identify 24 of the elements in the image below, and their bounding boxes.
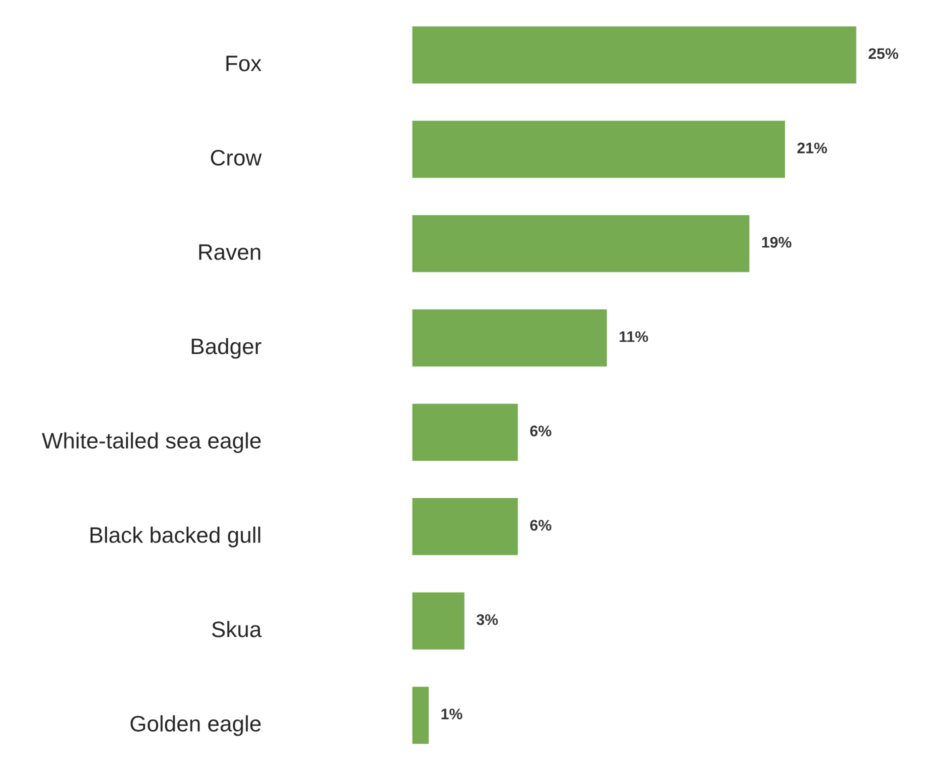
data-label: 25% bbox=[868, 48, 898, 60]
y-tick-label: Fox bbox=[226, 56, 262, 72]
y-tick-label: Skua bbox=[212, 620, 262, 638]
data-label: 11% bbox=[620, 331, 648, 342]
y-tick-label: Black backed gull bbox=[90, 526, 260, 548]
y-tick-label: Badger bbox=[192, 338, 262, 359]
bar bbox=[412, 591, 466, 651]
bar bbox=[412, 25, 858, 85]
data-label: 1% bbox=[442, 708, 462, 720]
bar bbox=[412, 496, 520, 557]
y-tick-label: Crow bbox=[210, 150, 262, 166]
y-tick-label: Raven bbox=[199, 244, 260, 260]
bar bbox=[412, 214, 751, 274]
data-label: 19% bbox=[762, 236, 792, 248]
bar bbox=[412, 308, 608, 368]
y-tick-label: Golden eagle bbox=[130, 715, 261, 736]
bar bbox=[412, 119, 786, 180]
bar bbox=[412, 685, 430, 746]
data-label: 21% bbox=[797, 142, 827, 154]
data-label: 6% bbox=[530, 426, 552, 436]
data-label: 6% bbox=[530, 520, 552, 531]
y-tick-label: White-tailed sea eagle bbox=[42, 432, 261, 453]
bar bbox=[412, 402, 520, 462]
data-label: 3% bbox=[476, 614, 498, 626]
